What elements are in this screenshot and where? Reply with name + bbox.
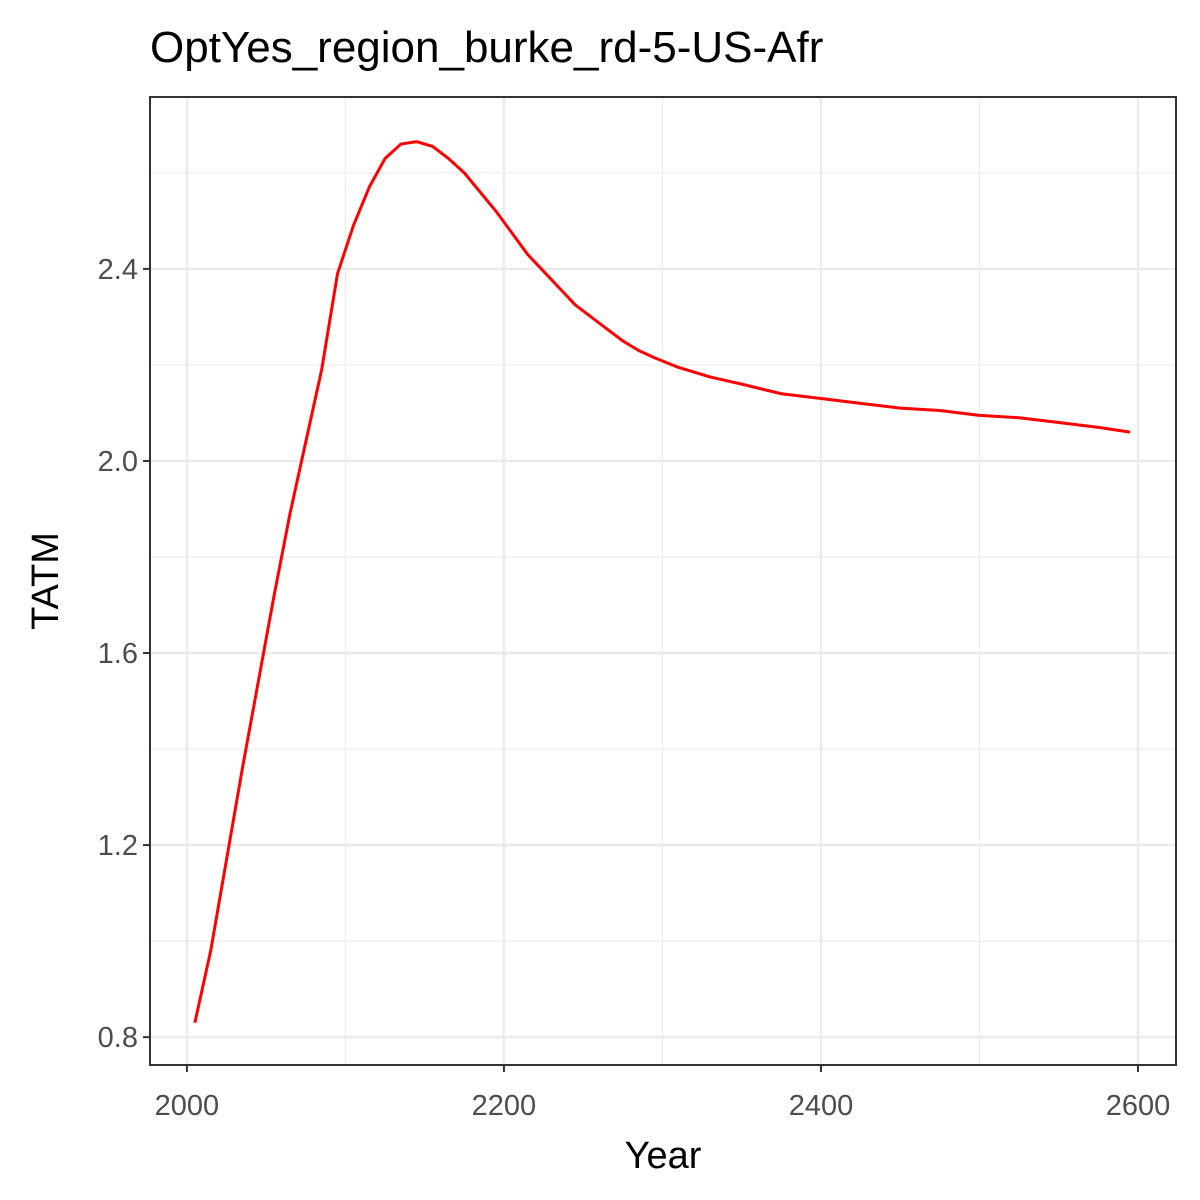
x-tick-label: 2600: [1106, 1090, 1171, 1122]
y-tick-label: 1.2: [98, 830, 138, 862]
y-axis-title: TATM: [25, 532, 67, 630]
plot-area: 2000 2200 2400 2600 0.8 1.2 1.6 2.0 2.4: [98, 96, 1177, 1122]
x-tick-label: 2000: [155, 1090, 220, 1122]
y-tick-label: 1.6: [98, 638, 138, 670]
panel-border: [149, 96, 1177, 1066]
y-tick-label: 2.4: [98, 254, 138, 286]
y-tick-label: 0.8: [98, 1022, 138, 1054]
x-tick-label: 2400: [789, 1090, 854, 1122]
x-tick-label: 2200: [472, 1090, 537, 1122]
chart-title: OptYes_region_burke_rd-5-US-Afr: [150, 23, 823, 72]
data-line: [193, 140, 1131, 1024]
x-axis-title: Year: [625, 1135, 702, 1177]
y-tick-label: 2.0: [98, 446, 138, 478]
